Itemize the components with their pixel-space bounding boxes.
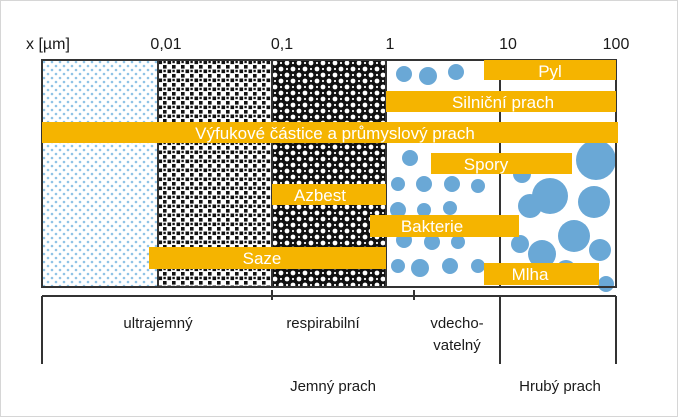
axis-labels: x [µm] 0,01 0,1 1 10 100 — [26, 36, 629, 53]
diagram-box — [41, 59, 617, 288]
particle-bar-azbest: Azbest — [272, 184, 386, 205]
zone-labels: ultrajemný respirabilní vdecho- vatelný … — [123, 315, 600, 395]
particle-label-silnicni-prach: Silniční prach — [452, 93, 554, 112]
large-drops — [511, 140, 616, 292]
particle-label-azbest: Azbest — [294, 186, 346, 205]
particle-label-vyfukove-castice: Výfukové částice a průmyslový prach — [195, 124, 475, 143]
group-label-jemny-prach: Jemný prach — [290, 378, 376, 395]
tick-label-0-01: 0,01 — [150, 36, 181, 53]
particle-bar-vyfukove-castice: Výfukové částice a průmyslový prach — [42, 122, 618, 143]
zone-label-vdechovatelny-1: vdecho- — [430, 315, 483, 332]
region-ultrafine-pattern — [42, 60, 158, 287]
particle-bar-bakterie: Bakterie — [370, 215, 519, 237]
particle-label-spory: Spory — [464, 155, 509, 174]
tick-label-1: 1 — [386, 36, 395, 53]
tick-label-10: 10 — [499, 36, 517, 53]
particle-bars: Pyl Silniční prach Výfukové částice a pr… — [42, 60, 618, 285]
particle-label-saze: Saze — [243, 249, 282, 268]
zone-label-vdechovatelny-2: vatelný — [433, 337, 481, 354]
particle-label-bakterie: Bakterie — [401, 217, 463, 236]
axis-unit-label: x [µm] — [26, 36, 70, 53]
classification-scale — [41, 290, 617, 364]
group-label-hruby-prach: Hrubý prach — [519, 378, 601, 395]
zone-label-respirabilni: respirabilní — [286, 315, 360, 332]
particle-label-mlha: Mlha — [512, 265, 549, 284]
tick-label-100: 100 — [603, 36, 630, 53]
particle-bar-spory: Spory — [431, 153, 572, 174]
particle-bar-pyl: Pyl — [484, 60, 616, 81]
particle-bar-silnicni-prach: Silniční prach — [386, 91, 616, 112]
tick-label-0-1: 0,1 — [271, 36, 293, 53]
zone-label-ultrajemny: ultrajemný — [123, 315, 193, 332]
particle-bar-mlha: Mlha — [484, 263, 599, 285]
particle-bar-saze: Saze — [149, 247, 386, 269]
particle-label-pyl: Pyl — [538, 62, 562, 81]
